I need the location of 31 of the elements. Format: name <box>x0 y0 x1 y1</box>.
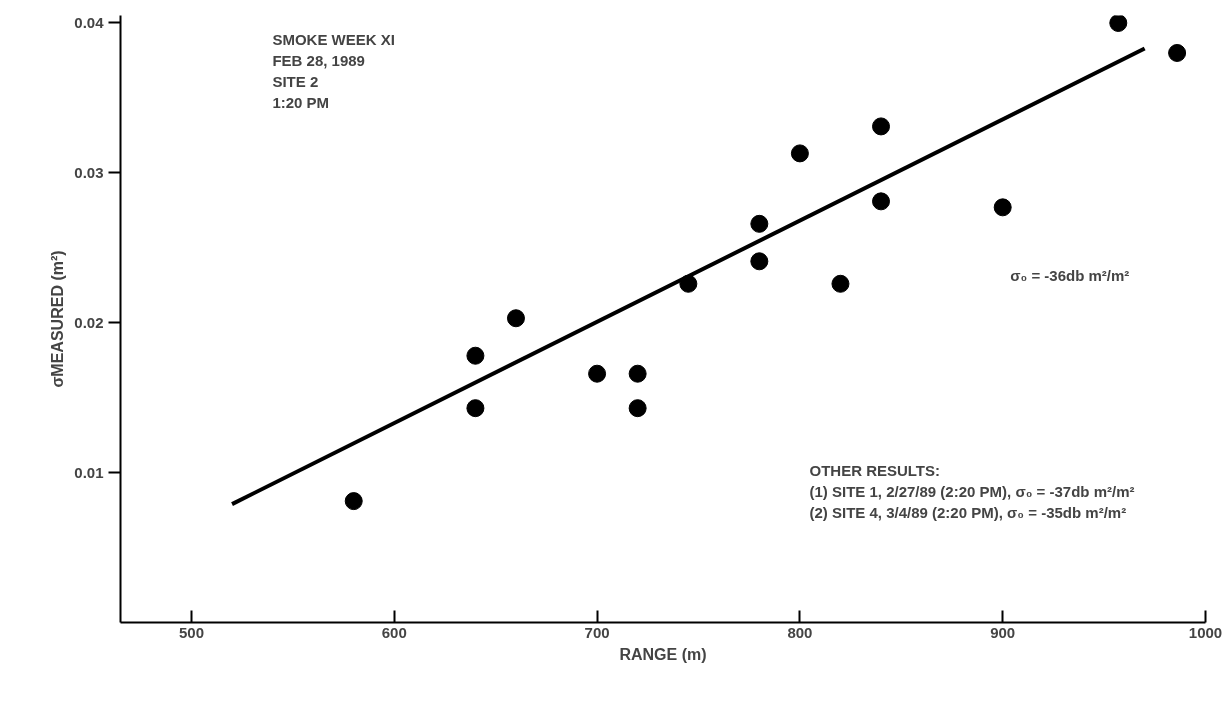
point <box>466 399 485 418</box>
point <box>872 117 891 136</box>
annotation: σ₀ = -36db m²/m² <box>1010 267 1130 285</box>
point <box>790 144 809 163</box>
x-tick-label: 900 <box>990 623 1016 641</box>
point <box>628 399 647 418</box>
point <box>750 214 769 233</box>
x-axis-title: RANGE (m) <box>619 645 707 663</box>
point <box>588 364 607 383</box>
point <box>1109 15 1128 32</box>
point <box>872 192 891 211</box>
point <box>628 364 647 383</box>
point <box>466 346 485 365</box>
point <box>750 252 769 271</box>
x-tick-label: 700 <box>584 623 610 641</box>
x-tick-label: 600 <box>381 623 407 641</box>
x-tick-label: 500 <box>178 623 204 641</box>
annotation: OTHER RESULTS: (1) SITE 1, 2/27/89 (2:20 PM), σ₀ = -37db m²/m² (2) SITE 4, 3/4/89 (2:20 PM), σ₀ = -35db m²/m² <box>809 461 1135 521</box>
point <box>831 274 850 293</box>
point <box>506 309 525 328</box>
y-tick-label: 0.04 <box>74 13 105 31</box>
y-tick-label: 0.02 <box>74 313 104 331</box>
annotation: SMOKE WEEK XI FEB 28, 1989 SITE 2 1:20 PM <box>272 30 395 111</box>
point <box>1168 43 1187 62</box>
point <box>344 492 363 511</box>
y-axis-title: σMEASURED (m²) <box>49 250 67 388</box>
x-tick-label: 800 <box>787 623 813 641</box>
point <box>993 198 1012 217</box>
y-tick-label: 0.01 <box>74 463 104 481</box>
x-tick-label: 1000 <box>1188 623 1223 641</box>
y-tick-label: 0.03 <box>74 163 104 181</box>
